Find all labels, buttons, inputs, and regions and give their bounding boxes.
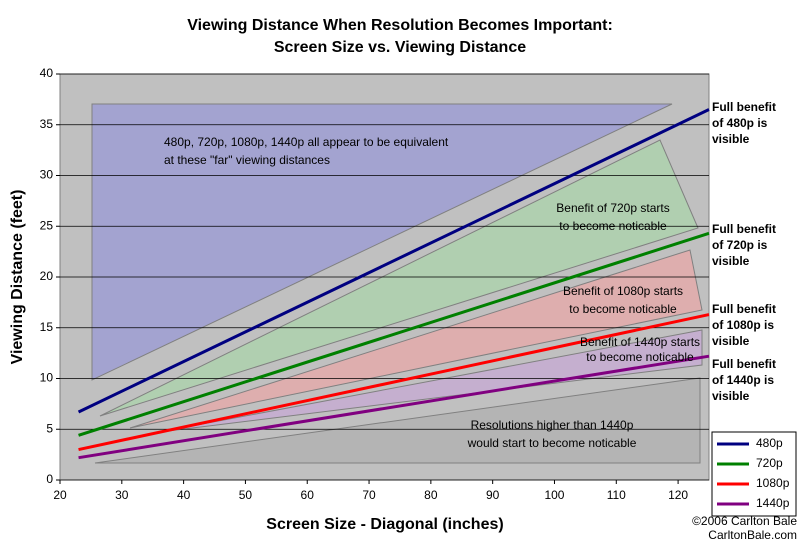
series-line [77,108,710,414]
annotation: 480p, 720p, 1080p, 1440p all appear to b… [164,135,449,149]
legend-label: 480p [756,436,783,450]
side-label: Full benefit [712,302,776,316]
chart-title: Viewing Distance When Resolution Becomes… [187,17,613,34]
x-tick-label: 80 [424,488,438,502]
legend-label: 1440p [756,496,790,510]
y-tick-label: 30 [40,168,54,182]
credit: ©2006 Carlton Bale [692,514,797,528]
legend-label: 720p [756,456,783,470]
annotation: Benefit of 1440p starts [580,335,700,349]
x-tick-label: 50 [239,488,253,502]
y-tick-label: 15 [40,320,54,334]
region-1440p [159,329,703,433]
region-higher [94,377,701,464]
side-label: of 1080p is [712,318,774,332]
regions [91,103,703,464]
y-tick-label: 25 [40,218,54,232]
annotation: Benefit of 720p starts [556,201,669,215]
series-line [78,313,710,452]
legend-label: 1080p [756,476,790,490]
x-tick-label: 120 [668,488,688,502]
x-tick-label: 70 [362,488,376,502]
side-label: visible [712,132,750,146]
y-tick-label: 5 [46,421,53,435]
region-1080p [129,249,703,429]
x-tick-label: 110 [607,488,626,502]
x-tick-label: 40 [177,488,191,502]
lines [77,108,710,460]
y-tick-label: 40 [40,66,54,80]
series-line [78,354,710,460]
annotation: to become noticable [569,302,677,316]
region-720p [99,139,699,417]
region-far [91,103,673,381]
y-tick-label: 35 [40,117,54,131]
x-tick-label: 30 [115,488,129,502]
y-axis-title: Viewing Distance (feet) [9,190,26,365]
x-tick-label: 90 [486,488,500,502]
side-label: visible [712,389,750,403]
side-label: Full benefit [712,222,776,236]
legend [711,431,797,517]
annotation: would start to become noticable [467,436,637,450]
chart-title: Screen Size vs. Viewing Distance [274,39,526,56]
y-tick-label: 20 [40,269,54,283]
series-line [78,231,710,437]
x-tick-label: 100 [544,488,564,502]
x-tick-label: 60 [301,488,315,502]
x-axis-title: Screen Size - Diagonal (inches) [266,516,503,533]
y-tick-label: 10 [40,371,54,385]
annotation: Resolutions higher than 1440p [471,418,634,432]
side-label: Full benefit [712,357,776,371]
credit: CarltonBale.com [708,528,797,542]
side-label: of 480p is [712,116,768,130]
annotation: to become noticable [559,219,667,233]
side-label: visible [712,334,750,348]
grid [60,73,709,481]
x-tick-label: 20 [53,488,67,502]
annotation: Benefit of 1080p starts [563,284,683,298]
y-tick-label: 0 [46,472,53,486]
side-label: visible [712,254,750,268]
side-label: of 1440p is [712,373,774,387]
side-label: Full benefit [712,100,776,114]
annotation: at these "far" viewing distances [164,153,330,167]
annotation: to become noticable [586,350,694,364]
side-label: of 720p is [712,238,768,252]
